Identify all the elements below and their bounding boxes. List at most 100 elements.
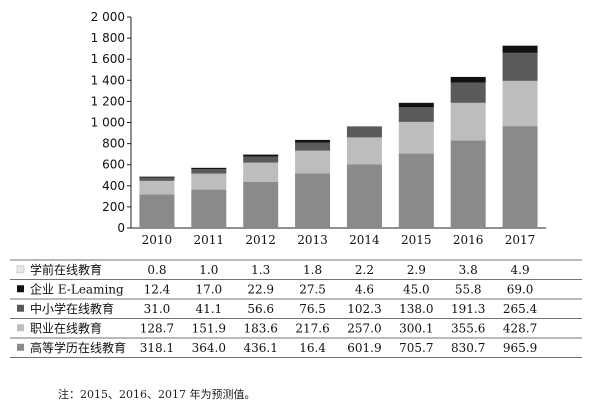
- legend-swatch: [17, 343, 24, 351]
- bar-segment: [502, 52, 538, 81]
- data-label: 1.8: [303, 263, 322, 277]
- data-label: 12.4: [144, 282, 171, 296]
- data-label: 183.6: [244, 321, 278, 335]
- bar-segment: [450, 76, 486, 83]
- y-tick-label: 200: [102, 200, 125, 214]
- data-label: 56.6: [247, 302, 274, 316]
- data-label: 22.9: [247, 282, 274, 296]
- bar-segment: [398, 153, 434, 228]
- x-tick-label: 2014: [349, 233, 380, 247]
- bar-segment: [243, 154, 279, 157]
- bar-segment: [450, 140, 486, 228]
- data-label: 257.0: [347, 321, 381, 335]
- data-label: 27.5: [299, 282, 326, 296]
- data-label: 2.2: [355, 263, 374, 277]
- data-label: 830.7: [451, 341, 485, 355]
- legend-swatch: [17, 304, 24, 312]
- bar-segment: [502, 45, 538, 46]
- data-label: 0.8: [147, 263, 166, 277]
- y-tick-label: 1 200: [91, 94, 125, 108]
- y-tick-label: 1 400: [91, 73, 125, 87]
- data-label: 436.1: [244, 341, 278, 355]
- y-tick-label: 800: [102, 137, 125, 151]
- legend-swatch: [17, 285, 24, 293]
- bars: [139, 45, 538, 228]
- bar-segment: [450, 102, 486, 141]
- data-label: 102.3: [347, 302, 381, 316]
- x-tick-label: 2017: [505, 233, 536, 247]
- bar-segment: [139, 176, 175, 177]
- data-label: 2.9: [407, 263, 426, 277]
- data-label: 428.7: [503, 321, 537, 335]
- bar-segment: [346, 126, 382, 138]
- data-label: 151.9: [192, 321, 226, 335]
- data-label: 601.9: [347, 341, 381, 355]
- data-label: 41.1: [195, 302, 222, 316]
- data-label: 265.4: [503, 302, 538, 316]
- data-label: 138.0: [399, 302, 433, 316]
- y-tick-label: 0: [117, 221, 125, 235]
- data-label: 69.0: [507, 282, 534, 296]
- data-label: 364.0: [192, 341, 226, 355]
- data-label: 76.5: [299, 302, 326, 316]
- bar-segment: [295, 139, 331, 143]
- data-label: 17.0: [195, 282, 222, 296]
- bar-segment: [243, 181, 279, 228]
- bar-segment: [450, 76, 486, 77]
- bar-segment: [398, 107, 434, 122]
- data-label: 4.9: [511, 263, 530, 277]
- bar-segment: [295, 173, 331, 228]
- data-label: 128.7: [140, 321, 174, 335]
- bar-segment: [346, 125, 382, 127]
- legend-label: 学前在线教育: [30, 262, 102, 277]
- legend-label: 中小学在线教育: [30, 301, 114, 316]
- data-label: 965.9: [503, 341, 537, 355]
- y-tick-label: 600: [102, 158, 125, 172]
- data-label: 16.4: [299, 341, 326, 355]
- data-label: 55.8: [455, 282, 482, 296]
- bar-segment: [243, 154, 279, 155]
- bar-segment: [502, 80, 538, 127]
- bar-segment: [450, 82, 486, 103]
- bar-segment: [139, 194, 175, 228]
- data-label: 705.7: [399, 341, 433, 355]
- data-label: 45.0: [403, 282, 430, 296]
- data-label: 1.0: [199, 263, 218, 277]
- data-label: 191.3: [451, 302, 485, 316]
- legend-swatch: [16, 265, 25, 274]
- y-tick-label: 1 000: [91, 116, 125, 130]
- data-label: 3.8: [459, 263, 478, 277]
- bar-segment: [191, 173, 227, 190]
- bar-segment: [398, 121, 434, 154]
- bar-segment: [295, 139, 331, 141]
- data-label: 300.1: [399, 321, 433, 335]
- y-tick-label: 400: [102, 179, 125, 193]
- data-table: 学前在线教育 0.8 1.0 1.3 1.8 2.2 2.9 3.8 4.9 企业 E-Leami…: [10, 259, 582, 358]
- data-label: 1.3: [251, 263, 270, 277]
- bar-segment: [346, 164, 382, 228]
- axes: 2 000 1 800 1 600 1 400 1 200 1 000 800 600 400 2…: [91, 10, 546, 247]
- data-label: 31.0: [144, 302, 171, 316]
- x-tick-label: 2010: [142, 233, 173, 247]
- x-tick-label: 2012: [245, 233, 276, 247]
- bar-segment: [139, 180, 175, 195]
- bar-segment: [139, 177, 175, 181]
- data-label: 4.6: [355, 282, 374, 296]
- data-label: 217.6: [295, 321, 329, 335]
- bar-segment: [346, 137, 382, 165]
- x-tick-label: 2015: [401, 233, 432, 247]
- x-tick-label: 2016: [453, 233, 484, 247]
- bar-segment: [398, 102, 434, 108]
- y-tick-label: 2 000: [91, 10, 125, 24]
- y-tick-label: 1 800: [91, 31, 125, 45]
- bar-segment: [243, 156, 279, 163]
- x-tick-label: 2011: [194, 233, 225, 247]
- x-tick-label: 2013: [297, 233, 328, 247]
- bar-segment: [398, 102, 434, 103]
- footnote: 注：2015、2016、2017 年为预测值。: [58, 388, 256, 401]
- bar-segment: [139, 176, 175, 178]
- bar-segment: [191, 167, 227, 168]
- legend-label: 高等学历在线教育: [30, 340, 126, 355]
- bar-segment: [502, 45, 538, 53]
